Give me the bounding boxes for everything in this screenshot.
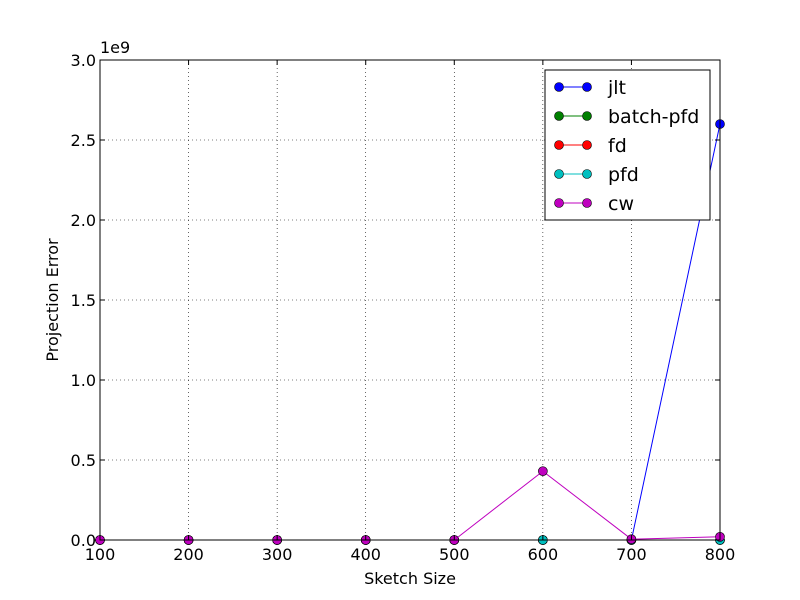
legend-label: batch-pfd	[608, 106, 699, 128]
y-axis-label: Projection Error	[43, 238, 62, 362]
legend-marker	[554, 198, 564, 208]
legend-marker	[582, 140, 592, 150]
y-tick-label: 1.5	[71, 291, 96, 310]
legend-marker	[554, 140, 564, 150]
y-tick-label: 0.0	[71, 531, 96, 550]
legend-entry-batch-pfd: batch-pfd	[554, 106, 699, 128]
x-tick-label: 400	[350, 545, 381, 564]
legend-label: jlt	[607, 77, 626, 99]
y-tick-label: 1.0	[71, 371, 96, 390]
data-point-cw	[538, 466, 548, 477]
x-axis-label: Sketch Size	[364, 569, 456, 588]
legend-entry-pfd: pfd	[554, 164, 639, 186]
x-tick-label: 100	[85, 545, 116, 564]
y-tick-label: 0.5	[71, 451, 96, 470]
x-tick-label: 700	[616, 545, 647, 564]
legend-label: pfd	[608, 164, 639, 186]
legend-marker	[582, 198, 592, 208]
x-tick-label: 200	[173, 545, 204, 564]
y-offset-label: 1e9	[100, 38, 130, 57]
legend-entry-fd: fd	[554, 135, 627, 157]
legend-label: cw	[608, 193, 634, 215]
legend-marker	[582, 169, 592, 179]
y-tick-label: 2.5	[71, 131, 96, 150]
y-tick-label: 2.0	[71, 211, 96, 230]
legend-marker	[582, 111, 592, 121]
legend-entry-cw: cw	[554, 193, 634, 215]
legend-marker	[554, 82, 564, 92]
x-tick-label: 500	[439, 545, 470, 564]
legend-marker	[554, 111, 564, 121]
legend-marker	[554, 169, 564, 179]
x-tick-label: 800	[705, 545, 736, 564]
legend: jlt batch-pfd fd pfd cw	[544, 69, 711, 221]
x-tick-label: 600	[528, 545, 559, 564]
legend-label: fd	[608, 135, 627, 157]
x-tick-label: 300	[262, 545, 293, 564]
legend-entry-jlt: jlt	[554, 77, 626, 99]
legend-marker	[582, 82, 592, 92]
ticks: 100 200 300 400 500 600 700 800 0.0 0.5 1.0 1.5 2.0 2…	[71, 51, 736, 564]
y-tick-label: 3.0	[71, 51, 96, 70]
